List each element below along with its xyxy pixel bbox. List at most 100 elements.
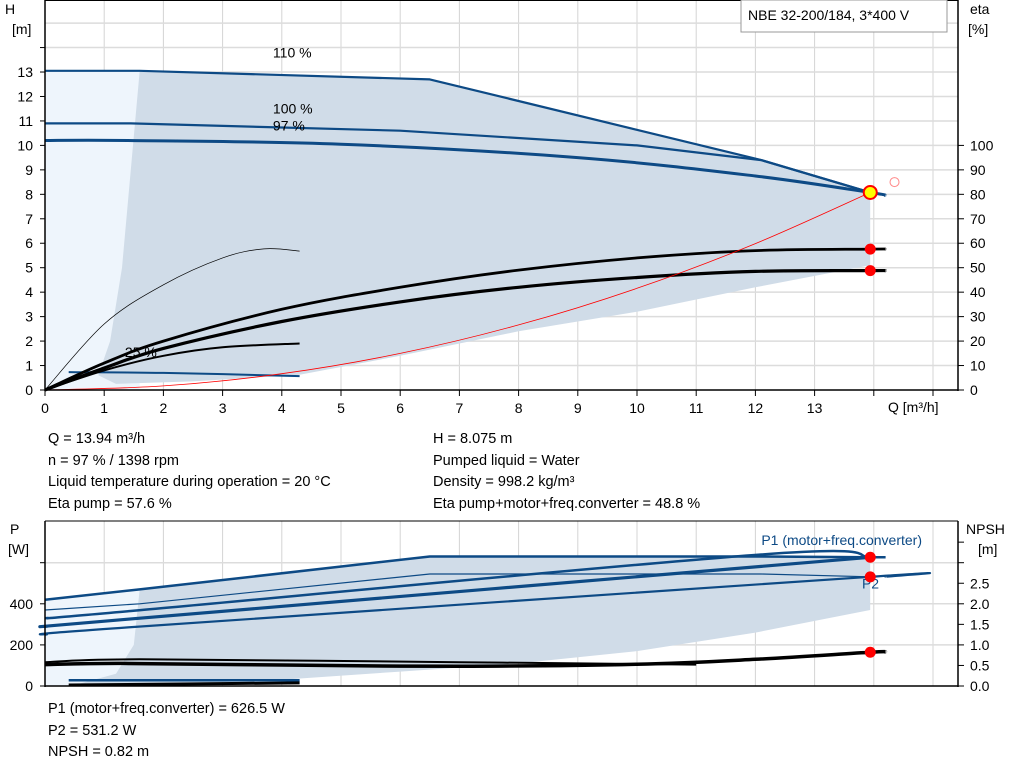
y2-tick-label: 20 bbox=[970, 333, 986, 349]
y-tick-label: 12 bbox=[17, 88, 33, 104]
series-h-97 bbox=[44, 138, 887, 197]
series-eta-pump bbox=[44, 247, 887, 392]
x-tick-label: 13 bbox=[807, 400, 823, 416]
x-tick-label: 7 bbox=[456, 400, 464, 416]
info-temperature: Liquid temperature during operation = 20… bbox=[48, 474, 331, 490]
y-tick-label: 1 bbox=[25, 358, 33, 374]
x-tick-label: 2 bbox=[160, 400, 168, 416]
y2-tick-label: 1.0 bbox=[970, 637, 990, 653]
y-tick-label: 4 bbox=[25, 284, 33, 300]
duty-point-eta-pump bbox=[864, 243, 876, 255]
info-density: Density = 998.2 kg/m³ bbox=[433, 474, 575, 490]
duty-point-head bbox=[862, 184, 878, 200]
series-p-25-low bbox=[68, 681, 300, 687]
x-tick-label: 8 bbox=[515, 400, 523, 416]
y-tick-label: 10 bbox=[17, 137, 33, 153]
info-head: H = 8.075 m bbox=[433, 431, 513, 447]
h-axis-unit: [m] bbox=[12, 21, 31, 37]
info-top-left: Q = 13.94 m³/h n = 97 % / 1398 rpm Liqui… bbox=[48, 429, 331, 515]
bottom-series: P1 (motor+freq.converter)P2 bbox=[38, 532, 932, 687]
y2-tick-label: 0.5 bbox=[970, 657, 990, 673]
y2-tick-label: 90 bbox=[970, 162, 986, 178]
series-p2-97 bbox=[38, 571, 932, 636]
y-tick-label: 5 bbox=[25, 260, 33, 276]
top-series: 110 % 100 %97 % 25 % bbox=[44, 44, 900, 392]
x-tick-label: 12 bbox=[748, 400, 764, 416]
info-eta-pump: Eta pump = 57.6 % bbox=[48, 495, 172, 512]
p-axis-unit: [W] bbox=[8, 541, 29, 557]
y2-tick-label: 50 bbox=[970, 260, 986, 276]
y2-tick-label: 30 bbox=[970, 309, 986, 325]
top-operating-region bbox=[45, 70, 871, 391]
x-tick-label: 5 bbox=[337, 400, 345, 416]
y-tick-label: 13 bbox=[17, 64, 33, 80]
info-bottom: P1 (motor+freq.converter) = 626.5 W P2 =… bbox=[48, 699, 285, 764]
y2-tick-label: 0 bbox=[970, 382, 978, 398]
info-p1: P1 (motor+freq.converter) = 626.5 W bbox=[48, 701, 285, 717]
duty-point-marker-hollow bbox=[889, 177, 900, 188]
y-tick-label: 6 bbox=[25, 235, 33, 251]
x-tick-label: 1 bbox=[100, 400, 108, 416]
curve-label: 110 % bbox=[273, 44, 312, 60]
y2-tick-label: 10 bbox=[970, 358, 986, 374]
info-top-right: H = 8.075 m Pumped liquid = Water Densit… bbox=[433, 429, 700, 515]
curve-label: 97 % bbox=[273, 118, 305, 134]
y-tick-label: 11 bbox=[18, 113, 33, 129]
x-tick-label: 0 bbox=[41, 400, 49, 416]
curve-label: P1 (motor+freq.converter) bbox=[761, 532, 922, 548]
duty-point-npsh bbox=[864, 646, 876, 658]
y-tick-label: 7 bbox=[25, 211, 33, 227]
q-axis-label: Q [m³/h] bbox=[888, 399, 939, 415]
series-eta-25 bbox=[44, 342, 300, 391]
series-eta-max-speed-low bbox=[44, 248, 300, 391]
info-p2: P2 = 531.2 W bbox=[48, 722, 137, 739]
series-npsh bbox=[44, 649, 888, 669]
npsh-axis-unit: [m] bbox=[978, 541, 997, 557]
bottom-axes: 0 200 400 0.0 0.5 1.0 1.5 2.0 2.5 bbox=[10, 520, 990, 694]
y-tick-label: 200 bbox=[10, 637, 34, 653]
duty-point-eta-total bbox=[864, 265, 876, 277]
y2-tick-label: 1.5 bbox=[970, 616, 990, 632]
y2-tick-label: 100 bbox=[970, 137, 994, 153]
y2-tick-label: 60 bbox=[970, 235, 986, 251]
series-npsh-max bbox=[44, 658, 697, 666]
y-tick-label: 0 bbox=[25, 382, 33, 398]
duty-point-p1 bbox=[864, 551, 876, 563]
series-system-curve bbox=[44, 192, 871, 391]
curve-label: 25 % bbox=[125, 344, 157, 360]
x-tick-label: 6 bbox=[396, 400, 404, 416]
series-p1-100 bbox=[44, 549, 871, 620]
curve-label: 100 % bbox=[273, 101, 313, 117]
y2-tick-label: 2.5 bbox=[970, 575, 990, 591]
eta-axis-label: eta bbox=[970, 1, 990, 17]
info-liquid: Pumped liquid = Water bbox=[433, 452, 580, 469]
duty-point-p2 bbox=[864, 571, 876, 583]
region-fill bbox=[74, 556, 871, 685]
x-tick-label: 11 bbox=[689, 400, 704, 416]
series-eta-total bbox=[44, 268, 887, 392]
x-tick-label: 10 bbox=[629, 400, 645, 416]
y2-tick-label: 2.0 bbox=[970, 596, 990, 612]
p-axis-label: P bbox=[10, 521, 19, 537]
y-tick-label: 0 bbox=[25, 678, 33, 694]
y2-tick-label: 80 bbox=[970, 186, 986, 202]
info-speed: n = 97 % / 1398 rpm bbox=[48, 452, 179, 469]
info-flow: Q = 13.94 m³/h bbox=[48, 431, 146, 447]
info-npsh: NPSH = 0.82 m bbox=[48, 744, 150, 760]
title-box: NBE 32-200/184, 3*400 V bbox=[740, 0, 948, 33]
eta-axis-unit: [%] bbox=[968, 21, 988, 37]
title-box-text: NBE 32-200/184, 3*400 V bbox=[748, 7, 910, 23]
y-tick-label: 2 bbox=[25, 333, 33, 349]
y-tick-label: 9 bbox=[25, 162, 33, 178]
series-p1-97 bbox=[38, 555, 871, 629]
y-tick-label: 3 bbox=[25, 309, 33, 325]
y-tick-label: 400 bbox=[10, 596, 34, 612]
x-tick-label: 4 bbox=[278, 400, 286, 416]
y2-tick-label: 70 bbox=[970, 211, 986, 227]
y2-tick-label: 40 bbox=[970, 284, 986, 300]
h-axis-label: H bbox=[5, 1, 15, 17]
x-tick-label: 9 bbox=[574, 400, 582, 416]
series-h-100 bbox=[45, 122, 871, 194]
x-tick-label: 3 bbox=[219, 400, 227, 416]
